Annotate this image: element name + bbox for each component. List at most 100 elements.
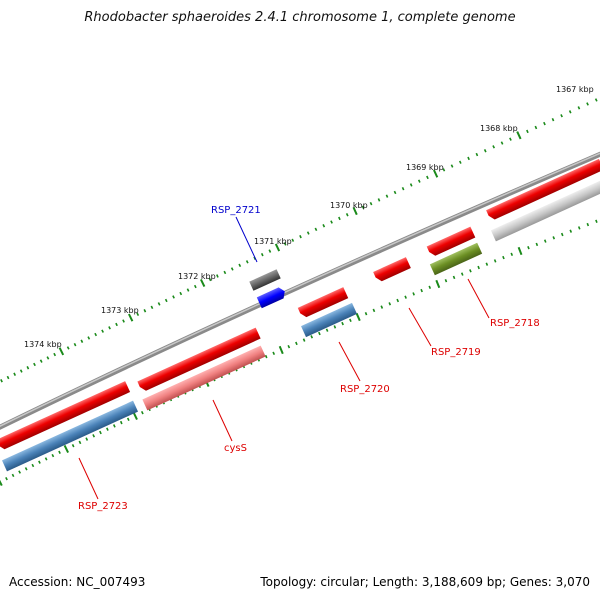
inner-track-tick	[126, 417, 130, 422]
outer-track-tick	[164, 298, 168, 303]
outer-track-tick	[352, 206, 358, 216]
feature-blue-rsp2721[interactable]	[256, 286, 287, 309]
outer-track-tick	[223, 270, 227, 275]
outer-track-tick	[568, 110, 572, 114]
outer-track-tick	[385, 194, 389, 198]
inner-track-tick	[287, 344, 291, 349]
outer-track-tick	[283, 242, 287, 246]
feature-gray-top-right[interactable]	[490, 180, 600, 242]
outer-track-tick	[179, 291, 183, 296]
outer-track-tick	[442, 168, 446, 172]
inner-track-tick	[485, 262, 489, 266]
outer-track-tick	[87, 336, 91, 340]
outer-track-tick	[551, 117, 555, 122]
gene-label-rsp2720: RSP_2720	[340, 384, 390, 395]
outer-track-tick	[13, 372, 17, 376]
kbp-label-1374: 1374 kbp	[24, 340, 62, 349]
inner-tick-track	[0, 219, 598, 487]
feature-track-forward	[0, 158, 600, 451]
outer-track-tick	[6, 375, 10, 380]
feature-red-rsp2719[interactable]	[373, 257, 411, 283]
inner-track-tick	[302, 338, 306, 342]
inner-track-tick	[85, 437, 89, 441]
inner-track-tick	[31, 463, 35, 468]
feature-red-rsp2723[interactable]	[0, 381, 131, 451]
outer-track-tick	[330, 220, 333, 224]
feature-pink-cysS[interactable]	[142, 345, 266, 411]
outer-track-tick	[208, 277, 212, 282]
inner-track-tick	[349, 318, 352, 323]
outer-track-tick	[26, 366, 30, 370]
kbp-label-1368: 1368 kbp	[480, 124, 518, 133]
outer-track-tick	[417, 179, 421, 183]
outer-track-tick	[393, 190, 397, 195]
outer-track-tick	[516, 131, 522, 140]
inner-track-tick	[333, 325, 337, 329]
outer-track-tick	[369, 201, 373, 206]
accession-text: Accession: NC_007493	[9, 575, 146, 589]
feature-steelblue-rsp2723[interactable]	[1, 400, 139, 472]
outer-track-tick	[409, 183, 413, 187]
outer-track-tick	[492, 145, 496, 149]
inner-track-tick	[119, 420, 123, 425]
outer-track-tick	[108, 326, 111, 330]
outer-track-tick	[260, 252, 264, 257]
outer-track-tick	[19, 369, 23, 373]
leader-line-rsp2718	[467, 278, 490, 319]
map-title: Rhodobacter sphaeroides 2.4.1 chromosome…	[84, 10, 516, 25]
gene-labels: RSP_2721 RSP_2718 RSP_2719 RSP_2720 cysS…	[78, 205, 540, 512]
inner-track-tick	[527, 246, 530, 250]
inner-track-tick	[388, 302, 392, 306]
outer-track-tick	[230, 267, 234, 271]
outer-track-tick	[377, 198, 381, 202]
inner-track-tick	[51, 453, 55, 458]
outer-track-tick	[534, 125, 538, 130]
outer-track-tick	[193, 284, 197, 289]
feature-darkgray-rsp2721[interactable]	[249, 269, 281, 291]
leader-line-cysS	[212, 399, 233, 442]
outer-track-tick	[274, 243, 281, 252]
outer-track-tick	[268, 249, 272, 253]
feature-olive-rsp2718[interactable]	[429, 242, 483, 276]
inner-track-tick	[535, 242, 539, 247]
feature-red-rsp2718-upper[interactable]	[426, 226, 476, 258]
genome-summary-text: Topology: circular; Length: 3,188,609 bp…	[260, 575, 590, 589]
outer-track-tick	[157, 302, 161, 306]
feature-track-reverse	[1, 180, 600, 472]
kbp-label-1367: 1367 kbp	[556, 85, 594, 94]
feature-red-top-right[interactable]	[486, 158, 600, 221]
inner-track-tick	[396, 298, 400, 303]
outer-track-tick	[122, 319, 125, 323]
outer-track-tick	[94, 332, 98, 337]
kbp-label-1369: 1369 kbp	[406, 163, 444, 172]
outer-track-tick	[143, 309, 147, 313]
inner-track-tick	[58, 450, 61, 454]
feature-red-cysS[interactable]	[137, 327, 261, 393]
gene-label-rsp2719: RSP_2719	[431, 347, 481, 358]
outer-track-tick	[186, 288, 190, 292]
inner-track-tick	[92, 434, 96, 438]
feature-red-rsp2720[interactable]	[297, 287, 349, 319]
inner-track-tick	[24, 467, 28, 471]
inner-track-tick	[38, 460, 41, 464]
inner-track-tick	[44, 457, 48, 461]
inner-track-tick	[569, 229, 573, 233]
kbp-label-1371: 1371 kbp	[254, 237, 292, 246]
outer-track-tick	[338, 216, 341, 221]
outer-track-tick	[314, 227, 318, 232]
inner-track-tick	[78, 440, 82, 445]
outer-track-tick	[526, 129, 529, 134]
feature-steelblue-rsp2720[interactable]	[301, 302, 357, 338]
outer-track-tick	[509, 137, 512, 141]
gene-label-rsp2723: RSP_2723	[78, 501, 128, 512]
leader-line-rsp2720	[338, 341, 361, 382]
outer-track-tick	[245, 260, 249, 264]
inner-track-tick	[586, 222, 590, 227]
outer-track-tick	[560, 114, 563, 118]
gene-label-rsp2718: RSP_2718	[490, 318, 540, 329]
gene-label-rsp2721: RSP_2721	[211, 205, 261, 216]
inner-track-tick	[112, 424, 116, 428]
outer-track-tick	[128, 313, 134, 322]
inner-track-tick	[502, 255, 505, 260]
